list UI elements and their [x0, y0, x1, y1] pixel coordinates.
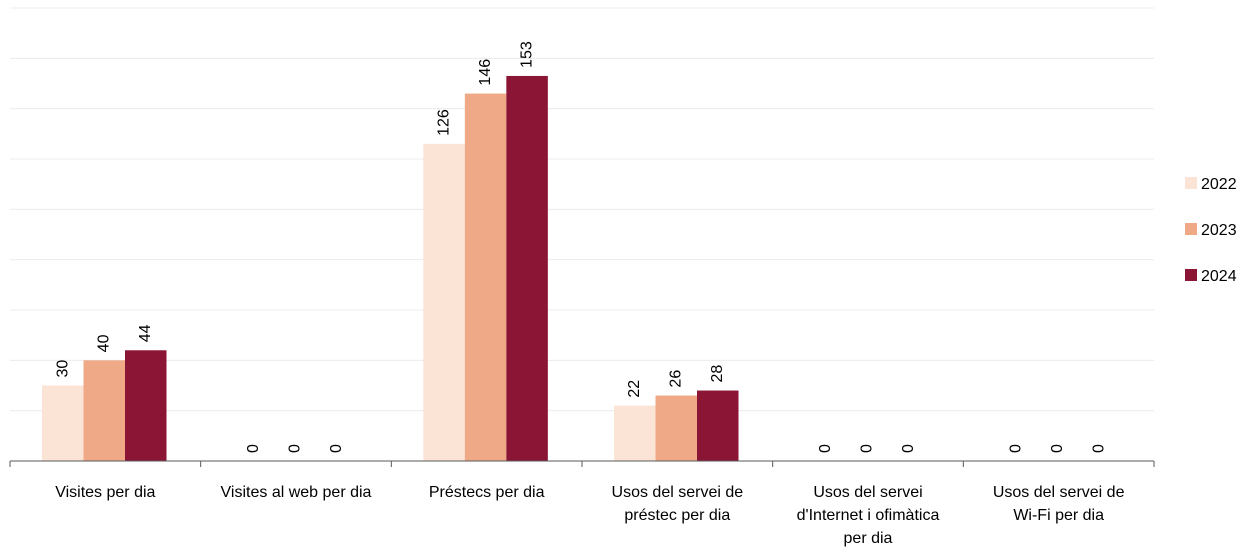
- data-label: 0: [286, 444, 303, 453]
- data-label: 0: [1008, 444, 1025, 453]
- bar: [697, 390, 739, 461]
- legend-swatch: [1185, 223, 1197, 235]
- bars: [42, 75, 739, 462]
- category-label: Visites per dia: [55, 484, 155, 501]
- legend-swatch: [1185, 269, 1197, 281]
- data-label: 44: [137, 324, 154, 342]
- data-label: 0: [328, 444, 345, 453]
- legend-label: 2022: [1201, 176, 1237, 193]
- data-label: 0: [900, 444, 917, 453]
- value-labels: 30 40 44 0 0 0 126 146 153 22 26 28 0 0 0 0 0 0: [54, 41, 1107, 453]
- gridlines: [10, 7, 1154, 412]
- bar: [125, 350, 167, 461]
- legend-label: 2023: [1201, 222, 1237, 239]
- data-label: 0: [817, 444, 834, 453]
- data-label: 30: [54, 360, 71, 378]
- data-label: 40: [96, 334, 113, 352]
- legend-label: 2024: [1201, 268, 1237, 285]
- bar: [42, 385, 84, 461]
- data-label: 0: [1049, 444, 1066, 453]
- data-label: 28: [709, 365, 726, 383]
- bar: [614, 405, 656, 461]
- legend: 2022 2023 2024: [1185, 176, 1237, 285]
- category-label: Visites al web per dia: [221, 484, 372, 501]
- bar: [83, 360, 125, 461]
- data-label: 26: [668, 370, 685, 388]
- data-label: 0: [1091, 444, 1108, 453]
- bar: [506, 75, 548, 461]
- category-label: Préstecs per dia: [429, 484, 545, 501]
- bar: [423, 143, 465, 461]
- data-label: 126: [436, 109, 453, 136]
- category-labels: Visites per dia Visites al web per dia Pré…: [55, 484, 1124, 547]
- bar: [655, 395, 697, 461]
- data-label: 153: [519, 41, 536, 68]
- data-label: 0: [858, 444, 875, 453]
- legend-swatch: [1185, 177, 1197, 189]
- category-label: Usos del servei d'Internet i ofimàtica per…: [797, 484, 940, 547]
- x-axis: [9, 460, 1155, 467]
- category-label: Usos del servei de préstec per dia: [612, 484, 744, 524]
- data-label: 22: [626, 380, 643, 398]
- category-label: Usos del servei de Wi-Fi per dia: [993, 484, 1125, 524]
- data-label: 146: [477, 59, 494, 86]
- bar: [464, 93, 507, 462]
- data-label: 0: [245, 444, 262, 453]
